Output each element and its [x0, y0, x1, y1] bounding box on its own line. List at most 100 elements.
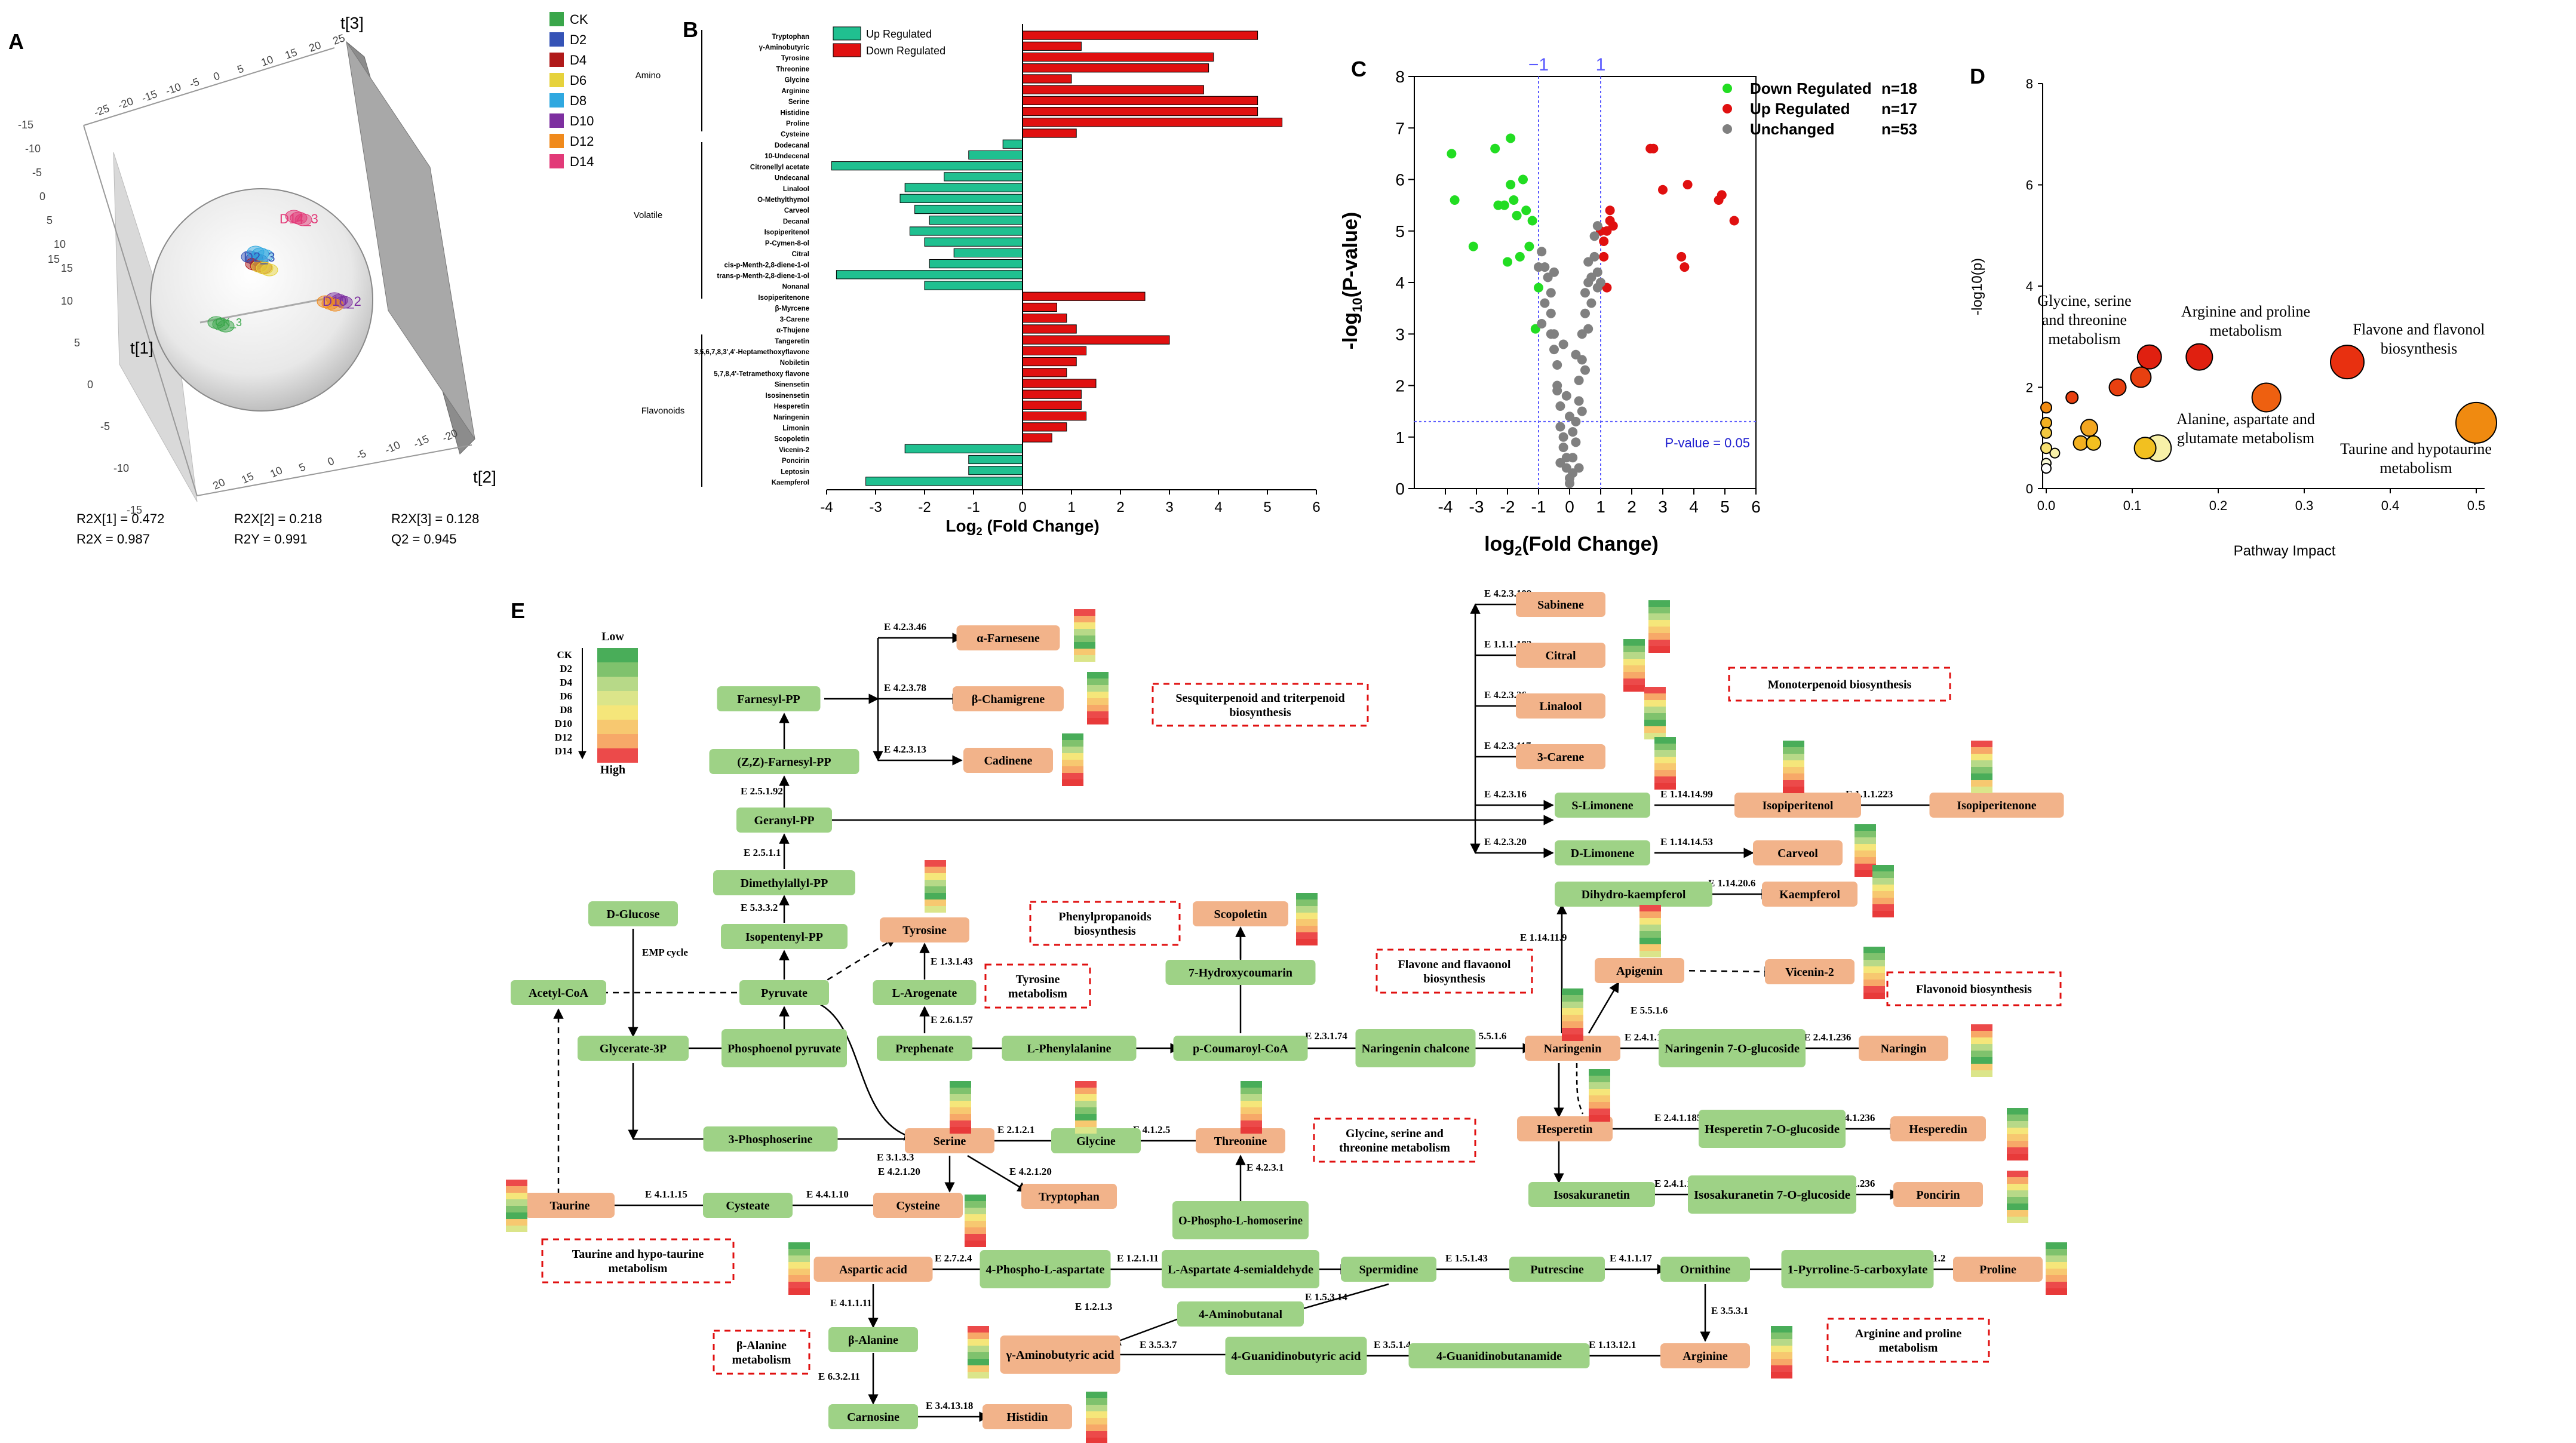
pathway-edges — [553, 599, 1969, 1422]
heatmap-cell — [1872, 865, 1894, 871]
heatmap-cell — [2046, 1288, 2067, 1295]
heatmap-cell — [1062, 753, 1083, 760]
x-tick-label: 2 — [1116, 499, 1124, 515]
heatmap-cell — [950, 1081, 971, 1088]
node-label-spermidine: Spermidine — [1359, 1263, 1419, 1276]
bar-25 — [1022, 302, 1057, 312]
y-tick-label: 8 — [2026, 76, 2033, 91]
volcano-point — [1658, 185, 1668, 195]
node-label-d-glucose: D-Glucose — [607, 908, 660, 921]
bar-34 — [1022, 400, 1082, 410]
heatmap-cell — [506, 1206, 527, 1212]
category-label: P-Cymen-8-ol — [765, 240, 809, 247]
category-label: Glycine — [784, 77, 809, 84]
legend-marker — [1723, 104, 1732, 113]
heatmap-cell — [1639, 951, 1661, 957]
heatmap-cell — [1771, 1365, 1792, 1372]
node-p-coumaroyl-coa — [1173, 1036, 1308, 1061]
heatmap-cell — [1589, 1069, 1610, 1076]
group-label: Amino — [635, 70, 661, 81]
volcano-point — [1682, 180, 1693, 190]
impact-point — [2040, 426, 2052, 439]
enzyme-label: E 4.2.3.1 — [1246, 1162, 1284, 1173]
tick-t2: 0 — [326, 455, 336, 468]
heatmap-cell — [925, 873, 946, 880]
volcano-point — [1586, 298, 1596, 308]
y-tick-label: 8 — [1395, 67, 1405, 86]
heatmap-cell — [788, 1269, 810, 1275]
heatmap-cell — [1971, 787, 1992, 793]
pathway-labels: Glycine, serine and threonine metabolism Ar… — [2037, 292, 2492, 477]
legend-group-label: D2 — [560, 663, 572, 674]
node-vicenin-2 — [1765, 959, 1855, 984]
x-tick-label: 0 — [1565, 498, 1574, 516]
node-naringenin-7-glucoside — [1659, 1029, 1806, 1067]
x-axis-title: Log2 (Fold Change) — [945, 517, 1099, 538]
bar-3 — [1022, 63, 1209, 73]
legend-label: Down Regulated — [1750, 79, 1872, 97]
node-three-carene — [1516, 744, 1605, 769]
heatmap-cell — [1075, 1101, 1097, 1107]
heatmap-cell — [1087, 678, 1109, 685]
heatmap-cell — [950, 1127, 971, 1134]
heatmap-cell — [1639, 938, 1661, 944]
node-putrescine — [1509, 1257, 1605, 1282]
heatmap-cell — [1644, 707, 1666, 713]
legend-group-label: D8 — [560, 704, 572, 716]
heatmap-cell — [1872, 878, 1894, 885]
heatmap-cell — [1971, 1070, 1992, 1077]
volcano-point — [1580, 365, 1590, 375]
volcano-point — [1468, 241, 1478, 251]
impact-point — [2136, 344, 2162, 370]
heatmap-cell — [1062, 733, 1083, 740]
bar-10 — [1002, 139, 1023, 149]
pathway-box-phenylpropanoids — [1029, 901, 1181, 946]
impact-point — [2133, 437, 2157, 460]
heatmap-cell — [1654, 744, 1676, 750]
volcano-point — [1565, 478, 1574, 489]
x-tick-label: 0.1 — [2123, 498, 2142, 513]
tick-t3: 10 — [260, 53, 275, 69]
stat-q2: Q2 = 0.945 — [391, 532, 456, 547]
stat-r2x: R2X = 0.987 — [76, 532, 150, 547]
heatmap-cell — [1654, 737, 1676, 744]
heatmap-cell — [1062, 740, 1083, 747]
tick-t2: 15 — [240, 470, 256, 486]
node-threonine — [1196, 1128, 1285, 1153]
node-aspartic-acid — [813, 1257, 933, 1282]
group-label: Volatile — [634, 210, 662, 220]
node-label-naringenin: Naringenin — [1544, 1042, 1602, 1055]
legend-high: High — [600, 763, 625, 776]
impact-points — [2040, 343, 2497, 474]
heatmap-cell — [1074, 635, 1095, 642]
pathway-label-line: metabolism — [2380, 459, 2452, 477]
node-cysteate — [703, 1193, 793, 1218]
y-tick-label: 5 — [1395, 222, 1405, 241]
pathway-box-label-line: metabolism — [1008, 987, 1067, 1000]
stat-r2x1: R2X[1] = 0.472 — [76, 511, 164, 526]
heatmap-cell — [1639, 905, 1661, 911]
bar-27 — [1022, 324, 1077, 334]
impact-point — [2455, 401, 2497, 444]
x-tick-label: 0.5 — [2467, 498, 2486, 513]
heatmap-cell — [2007, 1177, 2028, 1184]
pathway-box-label: Tyrosine metabolism — [1008, 973, 1067, 1000]
node-label-s-limonene: S-Limonene — [1571, 799, 1633, 812]
bar-32 — [1022, 379, 1097, 388]
enzyme-label: E 2.4.1.236 — [1804, 1031, 1851, 1043]
node-tryptophan — [1021, 1184, 1117, 1209]
volcano-points — [1447, 133, 1739, 489]
enzyme-label: E 2.1.2.1 — [997, 1124, 1034, 1135]
category-labels: Tryptophan γ-Aminobutyric Tyrosine Threonin… — [694, 33, 809, 487]
volcano-point — [1537, 319, 1547, 328]
node-arginine — [1660, 1343, 1750, 1368]
node-label-sabinene: Sabinene — [1537, 598, 1584, 612]
pathway-box-label: Glycine, serine and threonine metabolism — [1339, 1127, 1450, 1155]
heatmap-cell — [965, 1227, 986, 1234]
volcano-point — [1596, 278, 1605, 287]
heatmap-cell — [1589, 1089, 1610, 1095]
category-label: Arginine — [781, 88, 809, 95]
legend-marker — [1723, 84, 1732, 93]
axis-floor-line — [196, 444, 472, 496]
pathway-box-label-line: threonine metabolism — [1339, 1141, 1450, 1155]
